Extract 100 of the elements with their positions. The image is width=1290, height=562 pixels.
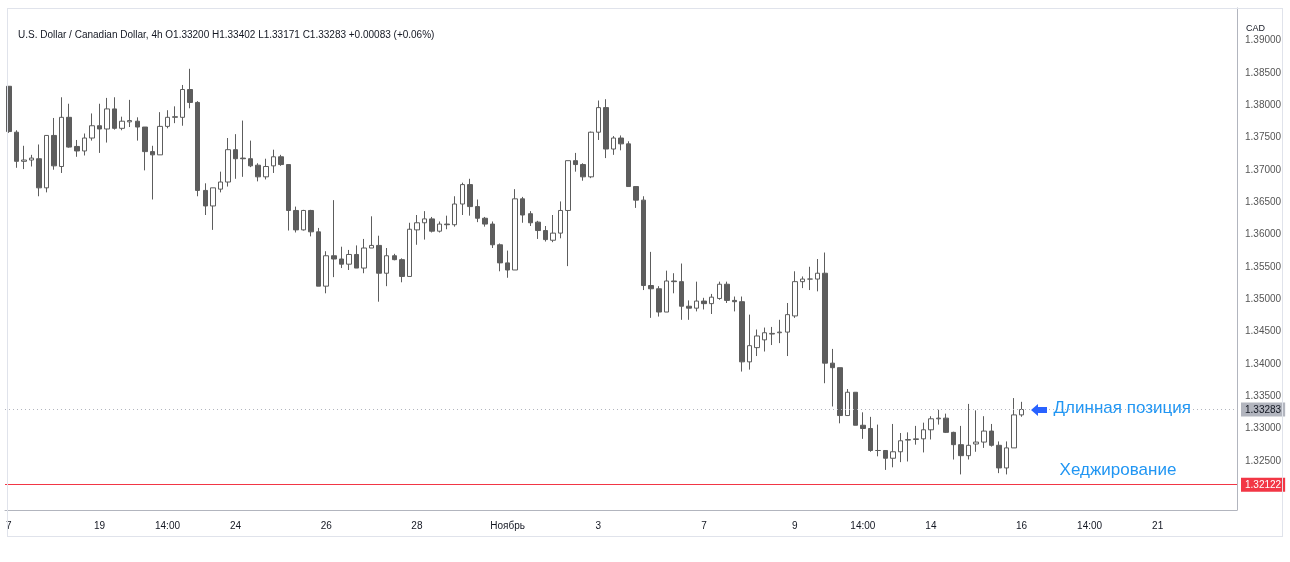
candlestick bbox=[225, 137, 231, 188]
candlestick bbox=[180, 84, 185, 127]
candlestick bbox=[1011, 397, 1017, 449]
candlestick bbox=[452, 195, 457, 228]
candlestick bbox=[611, 135, 616, 156]
candlestick bbox=[543, 225, 548, 243]
candlestick bbox=[308, 209, 314, 237]
candlestick bbox=[928, 415, 934, 440]
x-tick-label: 21 bbox=[1152, 519, 1164, 531]
candlestick bbox=[792, 270, 798, 319]
candlestick bbox=[399, 257, 405, 283]
candlestick bbox=[626, 140, 631, 188]
candlestick bbox=[800, 275, 805, 289]
candlestick bbox=[989, 423, 994, 448]
candlestick bbox=[951, 431, 956, 461]
candlestick bbox=[376, 235, 382, 303]
y-tick-label: 1.32500 bbox=[1245, 454, 1282, 466]
candlestick bbox=[837, 367, 843, 424]
candlestick bbox=[104, 97, 110, 144]
candlestick bbox=[59, 96, 64, 174]
candlestick bbox=[172, 105, 178, 124]
candlestick bbox=[822, 252, 828, 384]
candlestick bbox=[187, 68, 193, 109]
y-axis-title: CAD bbox=[1246, 22, 1266, 33]
candlestick bbox=[694, 281, 699, 312]
candlestick bbox=[671, 272, 677, 294]
y-tick-label: 1.39000 bbox=[1245, 34, 1282, 46]
x-tick-label: 14:00 bbox=[850, 519, 876, 531]
candlestick bbox=[1004, 440, 1009, 475]
candlestick bbox=[996, 440, 1002, 474]
candlestick bbox=[263, 158, 269, 180]
candlestick bbox=[868, 416, 873, 453]
candlestick bbox=[21, 145, 27, 170]
x-tick-label: 14:00 bbox=[154, 519, 181, 531]
candlestick bbox=[905, 431, 911, 462]
candlestick bbox=[641, 195, 646, 291]
candlestick bbox=[724, 281, 730, 304]
candlestick bbox=[936, 409, 941, 426]
candlestick bbox=[664, 270, 669, 313]
x-tick-label: Ноябрь bbox=[490, 519, 525, 531]
candlestick bbox=[89, 112, 95, 142]
candlestick bbox=[119, 116, 125, 131]
y-tick-label: 1.36000 bbox=[1245, 228, 1282, 240]
candlestick bbox=[860, 411, 866, 440]
candlestick bbox=[51, 117, 57, 171]
candlestick bbox=[686, 299, 692, 321]
annotation: Длинная позиция bbox=[1053, 397, 1191, 417]
candlestick bbox=[82, 133, 87, 156]
candlestick bbox=[203, 182, 208, 216]
candlestick bbox=[580, 162, 586, 182]
candlestick bbox=[565, 160, 571, 267]
candlestick bbox=[853, 391, 858, 426]
x-tick-label: 28 bbox=[411, 519, 423, 531]
x-tick-label: 9 bbox=[792, 519, 799, 531]
candlestick bbox=[112, 96, 117, 131]
candlestick bbox=[482, 216, 488, 228]
candlestick bbox=[150, 145, 155, 200]
candlestick bbox=[739, 296, 745, 373]
y-tick-label: 1.36500 bbox=[1245, 195, 1282, 207]
candlestick bbox=[815, 258, 820, 292]
candlestick bbox=[233, 133, 238, 180]
candlestick bbox=[966, 403, 971, 461]
candlestick bbox=[656, 285, 662, 318]
candlestick bbox=[429, 216, 435, 233]
y-tick-label: 1.35000 bbox=[1245, 292, 1282, 304]
candlestick bbox=[785, 302, 790, 357]
candlestick bbox=[36, 144, 42, 197]
candlestick bbox=[271, 149, 276, 174]
candlestick bbox=[316, 227, 321, 287]
candlestick bbox=[392, 253, 397, 261]
candlestick bbox=[165, 109, 170, 129]
candlestick bbox=[717, 281, 722, 301]
x-tick-label: 7 bbox=[701, 519, 708, 531]
candlestick bbox=[384, 247, 389, 287]
x-tick-label: 19 bbox=[93, 519, 106, 531]
candlestick bbox=[777, 319, 782, 344]
y-tick-label: 1.34500 bbox=[1245, 325, 1282, 337]
candlestick bbox=[898, 432, 903, 463]
candlestick bbox=[255, 162, 261, 182]
candlestick bbox=[573, 152, 578, 173]
candlestick bbox=[633, 186, 639, 209]
candlestick bbox=[505, 250, 510, 279]
candlestick bbox=[754, 329, 760, 357]
candlestick bbox=[648, 251, 654, 319]
candlestick bbox=[875, 424, 881, 457]
candlestick bbox=[981, 415, 987, 449]
ref-line-label: 1.33283 bbox=[1245, 404, 1282, 416]
candlestick bbox=[127, 99, 132, 128]
candlestick bbox=[293, 206, 299, 233]
candlestick bbox=[339, 246, 344, 269]
candlestick bbox=[709, 293, 714, 315]
candlestick bbox=[74, 139, 80, 158]
candlestick bbox=[354, 244, 359, 269]
candlestick bbox=[618, 134, 624, 151]
candlestick bbox=[890, 423, 896, 468]
candlestick bbox=[596, 100, 601, 141]
x-tick-label: 14:00 bbox=[1077, 519, 1103, 531]
candlestick bbox=[807, 266, 813, 291]
candlestick bbox=[475, 198, 480, 223]
candlestick bbox=[845, 388, 850, 417]
